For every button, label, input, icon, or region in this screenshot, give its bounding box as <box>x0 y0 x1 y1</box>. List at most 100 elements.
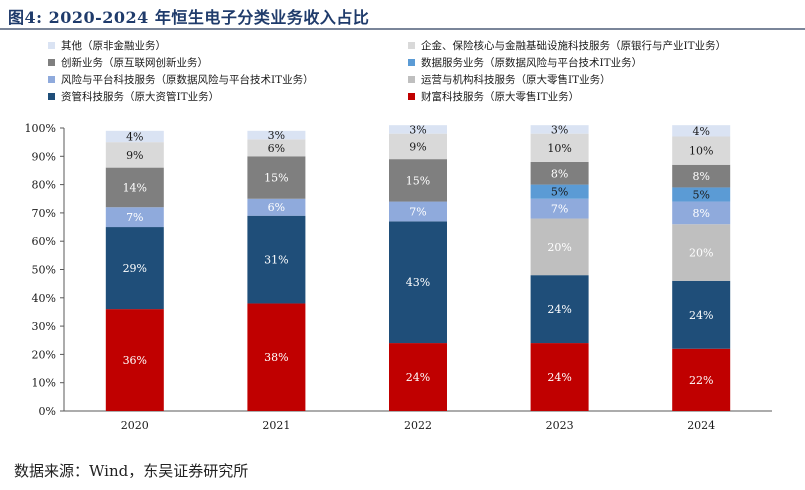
x-tick-label: 2021 <box>262 419 290 432</box>
bar-segment-fengxian-2022 <box>389 201 447 222</box>
bar-segment-fengxian-2020 <box>105 207 164 228</box>
legend-swatch-fengxian <box>48 76 55 83</box>
data-label-zichan-2023: 24% <box>547 303 571 316</box>
y-tick-label: 60% <box>32 235 56 248</box>
data-label-chuangxin-2022: 15% <box>406 174 430 187</box>
data-label-fengxian-2022: 7% <box>409 205 426 218</box>
x-tick-label: 2022 <box>404 419 432 432</box>
legend-label-shuju: 数据服务业务（原数据风险与平台技术IT业务） <box>421 57 643 69</box>
legend-swatch-qiye <box>408 42 415 49</box>
legend-label-fengxian: 风险与平台科技服务（原数据风险与平台技术IT业务） <box>61 74 314 86</box>
legend-label-yunying: 运营与机构科技服务（原大零售IT业务） <box>421 74 611 86</box>
legend-swatch-shuju <box>408 59 415 66</box>
bar-segment-caifu-2022 <box>389 343 447 411</box>
legend-label-caifu: 财富科技服务（原大零售IT业务） <box>421 91 580 103</box>
data-label-shuju-2023: 5% <box>551 186 568 199</box>
x-tick-label: 2023 <box>546 419 574 432</box>
chart-title: 图4: 2020-2024 年恒生电子分类业务收入占比 <box>8 8 370 27</box>
bar-segment-qita-2023 <box>530 125 589 134</box>
bar-segment-shuju-2023 <box>530 184 589 199</box>
data-label-zichan-2022: 43% <box>406 276 430 289</box>
data-label-caifu-2022: 24% <box>406 371 430 384</box>
legend-item-qita: 其他（原非金融业务） <box>48 38 166 53</box>
bar-segment-zichan-2021 <box>247 215 306 304</box>
legend-swatch-qita <box>48 42 55 49</box>
data-label-chuangxin-2023: 8% <box>551 167 568 180</box>
bar-segment-qiye-2021 <box>247 139 306 157</box>
legend-swatch-zichan <box>48 93 55 100</box>
legend-label-qiye: 企金、保险核心与金融基础设施科技服务（原银行与产业IT业务） <box>421 40 727 52</box>
legend-item-zichan: 资管科技服务（原大资管IT业务） <box>48 89 219 104</box>
legend-item-shuju: 数据服务业务（原数据风险与平台技术IT业务） <box>408 55 642 70</box>
y-tick-label: 30% <box>32 320 56 333</box>
y-tick-label: 100% <box>25 122 56 135</box>
data-label-fengxian-2023: 7% <box>551 203 568 216</box>
bar-segment-zichan-2020 <box>105 227 164 310</box>
bar-segment-fengxian-2021 <box>247 198 306 216</box>
bar-segment-zichan-2022 <box>389 221 447 344</box>
data-label-chuangxin-2020: 14% <box>123 181 147 194</box>
bar-segment-qita-2021 <box>247 130 306 140</box>
data-label-qita-2024: 4% <box>692 125 709 138</box>
data-label-caifu-2024: 22% <box>689 374 713 387</box>
legend-label-qita: 其他（原非金融业务） <box>61 40 166 52</box>
data-label-zichan-2024: 24% <box>689 309 713 322</box>
y-tick-label: 10% <box>32 377 56 390</box>
bar-segment-qiye-2020 <box>105 142 164 168</box>
y-tick-label: 0% <box>39 405 56 418</box>
bar-segment-caifu-2023 <box>530 343 589 411</box>
legend-swatch-yunying <box>408 76 415 83</box>
bar-segment-caifu-2021 <box>247 303 306 411</box>
y-tick-label: 80% <box>32 179 56 192</box>
data-label-shuju-2024: 5% <box>692 189 709 202</box>
data-label-caifu-2021: 38% <box>264 351 288 364</box>
data-label-qita-2021: 3% <box>268 129 285 142</box>
bar-segment-chuangxin-2021 <box>247 156 306 199</box>
data-label-chuangxin-2024: 8% <box>692 170 709 183</box>
data-label-yunying-2024: 20% <box>689 247 713 260</box>
bar-segment-fengxian-2023 <box>530 198 589 219</box>
bar-segment-qita-2024 <box>672 125 731 137</box>
bar-segment-fengxian-2024 <box>672 201 731 225</box>
bar-segment-caifu-2020 <box>105 309 164 411</box>
y-tick-label: 70% <box>32 207 56 220</box>
data-label-caifu-2020: 36% <box>123 354 147 367</box>
legend-item-caifu: 财富科技服务（原大零售IT业务） <box>408 89 579 104</box>
data-label-qiye-2022: 9% <box>409 140 426 153</box>
bar-segment-shuju-2024 <box>672 187 731 202</box>
y-tick-label: 40% <box>32 292 56 305</box>
bar-segment-qiye-2024 <box>672 136 731 165</box>
bar-segment-chuangxin-2022 <box>389 159 447 202</box>
bar-segment-zichan-2024 <box>672 280 731 349</box>
legend-swatch-chuangxin <box>48 59 55 66</box>
data-label-qiye-2020: 9% <box>126 149 143 162</box>
bar-segment-qiye-2023 <box>530 133 589 162</box>
data-label-qiye-2023: 10% <box>547 142 571 155</box>
data-label-qiye-2021: 6% <box>268 142 285 155</box>
data-label-qita-2020: 4% <box>126 130 143 143</box>
bar-segment-zichan-2023 <box>530 275 589 344</box>
x-tick-label: 2020 <box>121 419 149 432</box>
data-label-fengxian-2024: 8% <box>692 207 709 220</box>
source-note: 数据来源：Wind，东吴证券研究所 <box>14 462 249 480</box>
data-label-yunying-2023: 20% <box>547 241 571 254</box>
data-label-chuangxin-2021: 15% <box>264 172 288 185</box>
data-label-fengxian-2020: 7% <box>126 211 143 224</box>
data-label-zichan-2020: 29% <box>123 262 147 275</box>
y-tick-label: 90% <box>32 150 56 163</box>
legend-swatch-caifu <box>408 93 415 100</box>
x-tick-label: 2024 <box>687 419 715 432</box>
bar-segment-qita-2022 <box>389 125 447 134</box>
bar-segment-chuangxin-2020 <box>105 167 164 208</box>
bar-segment-yunying-2024 <box>672 224 731 281</box>
bar-segment-yunying-2023 <box>530 218 589 276</box>
bar-segment-qita-2020 <box>105 130 164 143</box>
data-label-qita-2023: 3% <box>551 123 568 136</box>
bar-segment-chuangxin-2023 <box>530 161 589 185</box>
legend-item-chuangxin: 创新业务（原互联网创新业务） <box>48 55 208 70</box>
data-label-zichan-2021: 31% <box>264 254 288 267</box>
legend-item-fengxian: 风险与平台科技服务（原数据风险与平台技术IT业务） <box>48 72 314 87</box>
data-label-qiye-2024: 10% <box>689 145 713 158</box>
bar-segment-chuangxin-2024 <box>672 164 731 188</box>
